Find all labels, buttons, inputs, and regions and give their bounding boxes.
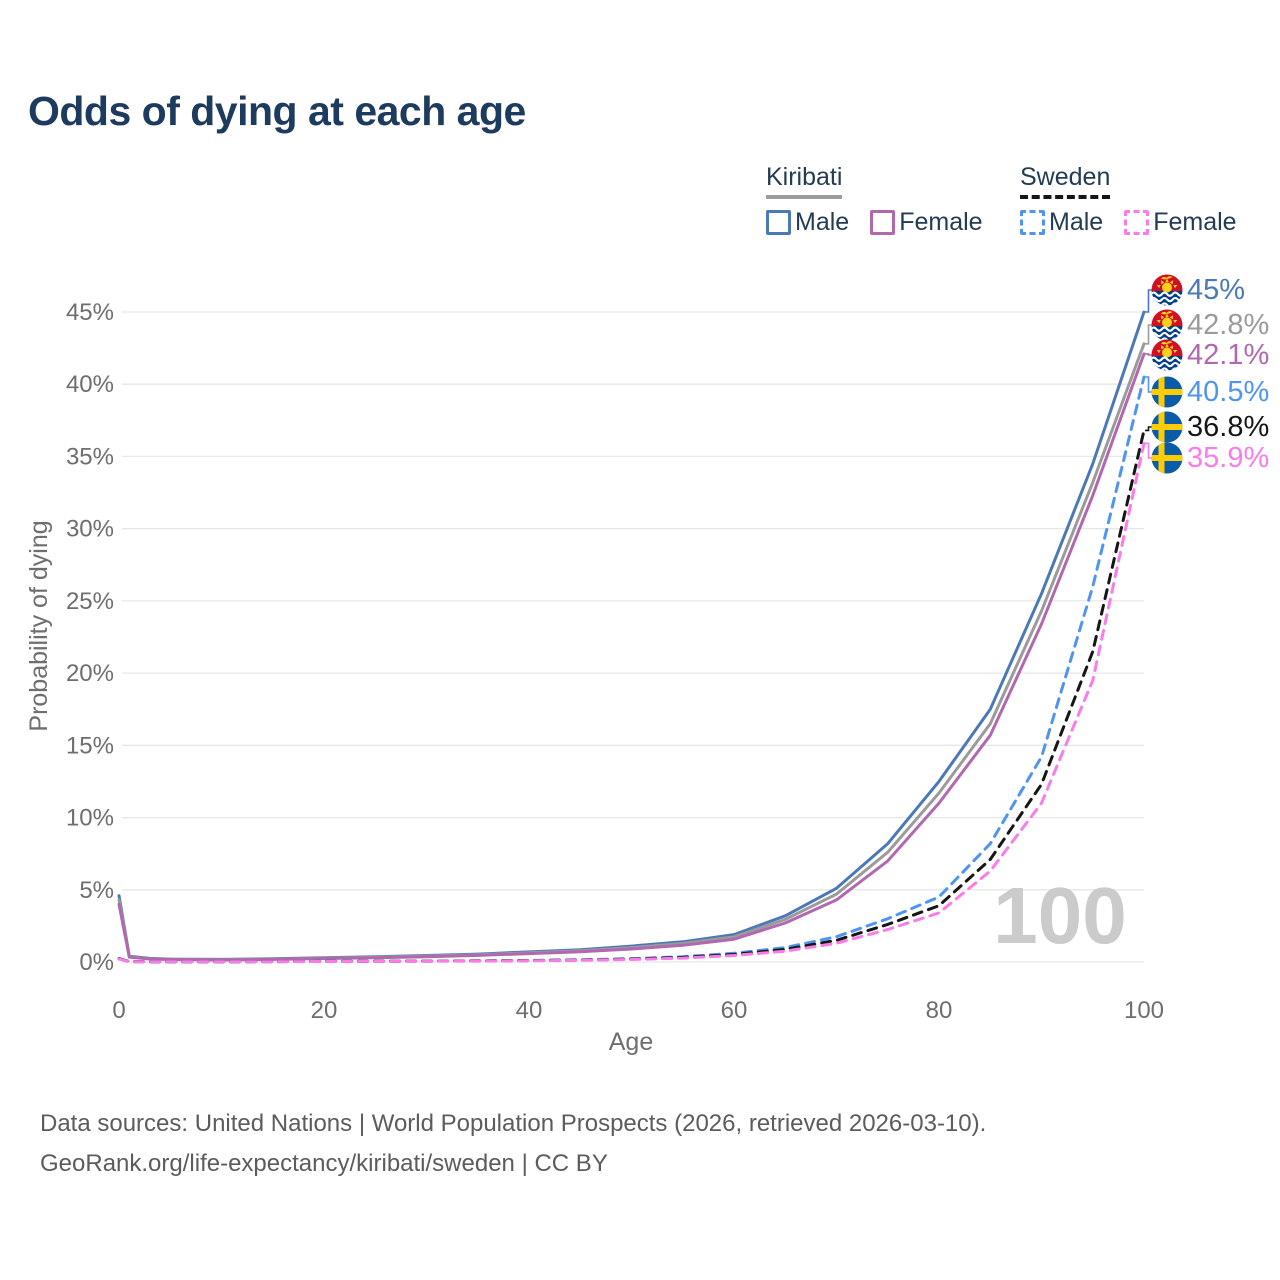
legend-item-kiribati-female[interactable]: Female (870, 208, 983, 237)
data-source-footer: Data sources: United Nations | World Pop… (40, 1104, 986, 1184)
legend-label: Male (795, 208, 850, 236)
y-tick-label: 15% (66, 732, 114, 759)
y-tick-label: 30% (66, 516, 114, 543)
label-connector (1145, 353, 1152, 356)
y-tick-label: 0% (79, 949, 114, 976)
label-connector (1145, 376, 1152, 393)
y-tick-label: 45% (66, 299, 114, 326)
label-connector (1145, 426, 1152, 432)
x-tick-label: 80 (926, 997, 953, 1024)
y-tick-label: 5% (79, 877, 114, 904)
kiribati-line-style-swatch (766, 195, 843, 199)
end-value-label: 42.8% (1187, 309, 1269, 341)
sweden-flag-icon (1151, 376, 1183, 408)
legend-group-sweden: Sweden Male Female (1020, 163, 1258, 237)
legend-group-kiribati: Kiribati Male Female (766, 163, 1004, 237)
kiribati-female-swatch (870, 210, 896, 235)
series-line-kiribati-total[interactable] (117, 342, 1146, 962)
series-line-kiribati-female[interactable] (117, 352, 1146, 962)
page-title: Odds of dying at each age (28, 88, 526, 134)
legend-title-kiribati: Kiribati (766, 163, 843, 191)
x-axis-title: Age (609, 1028, 653, 1056)
kiribati-male-swatch (766, 210, 791, 235)
end-value-label: 45% (1187, 274, 1245, 306)
sweden-line-style-swatch (1020, 195, 1111, 199)
label-connector (1145, 324, 1152, 345)
end-value-label: 42.1% (1187, 339, 1269, 371)
x-tick-label: 40 (516, 997, 543, 1024)
sweden-flag-icon (1151, 411, 1183, 443)
legend-title-sweden: Sweden (1020, 163, 1111, 191)
end-value-label: 40.5% (1187, 376, 1269, 408)
y-axis-title: Probability of dying (25, 520, 53, 731)
label-connector (1145, 442, 1152, 459)
end-value-label: 36.8% (1187, 411, 1269, 443)
y-tick-label: 40% (66, 371, 114, 398)
kiribati-flag-icon (1151, 339, 1183, 372)
x-tick-label: 0 (112, 997, 125, 1024)
end-value-label: 35.9% (1187, 442, 1269, 474)
kiribati-flag-icon (1151, 274, 1183, 307)
label-connector (1145, 289, 1152, 313)
series-line-kiribati-male[interactable] (117, 310, 1146, 961)
legend-label: Female (1153, 208, 1237, 236)
legend-label: Male (1049, 208, 1104, 236)
sweden-female-swatch (1124, 210, 1150, 235)
attribution-line: GeoRank.org/life-expectancy/kiribati/swe… (40, 1150, 608, 1177)
legend-item-kiribati-male[interactable]: Male (766, 208, 849, 237)
data-source-line: Data sources: United Nations | World Pop… (40, 1110, 987, 1137)
series-line-sweden-total[interactable] (117, 428, 1146, 964)
legend-item-sweden-male[interactable]: Male (1020, 208, 1103, 237)
kiribati-flag-icon (1151, 309, 1183, 342)
y-tick-label: 35% (66, 443, 114, 470)
y-tick-label: 20% (66, 660, 114, 687)
y-tick-label: 25% (66, 588, 114, 615)
legend-label: Female (899, 208, 983, 236)
x-tick-label: 20 (311, 997, 338, 1024)
sweden-male-swatch (1020, 210, 1045, 235)
x-tick-label: 100 (1124, 997, 1164, 1024)
series-line-sweden-female[interactable] (117, 441, 1146, 964)
legend-item-sweden-female[interactable]: Female (1124, 208, 1237, 237)
legend-header-sweden[interactable]: Sweden (1020, 163, 1111, 199)
x-tick-label: 60 (721, 997, 748, 1024)
series-line-sweden-male[interactable] (117, 375, 1146, 964)
sweden-flag-icon (1151, 442, 1183, 474)
age-watermark: 100 (993, 871, 1126, 960)
legend-header-kiribati[interactable]: Kiribati (766, 163, 843, 199)
y-tick-label: 10% (66, 805, 114, 832)
